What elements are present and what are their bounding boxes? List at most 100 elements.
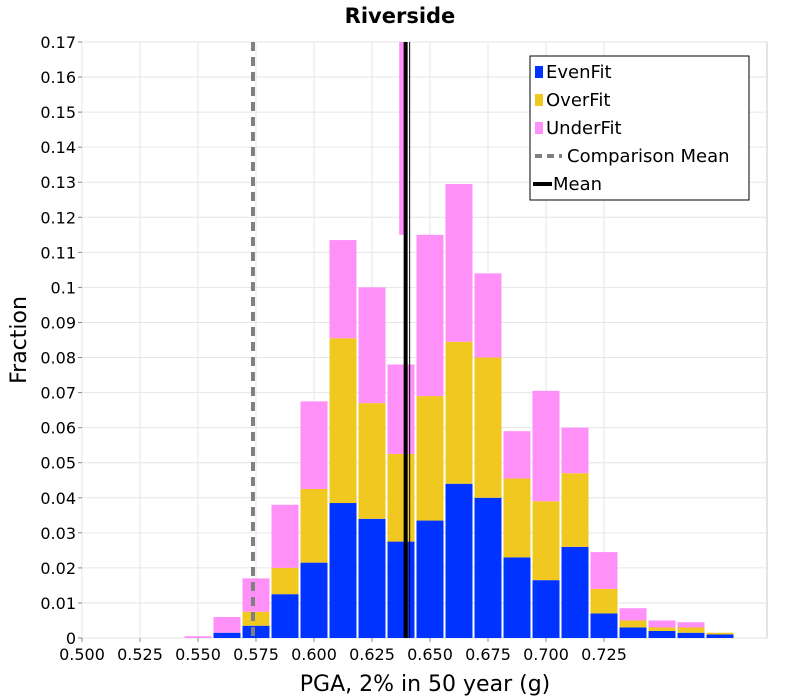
x-tick-label: 0.725: [581, 645, 627, 664]
bar-evenfit: [242, 625, 270, 638]
bar-underfit: [358, 287, 386, 404]
bar-evenfit: [300, 562, 328, 638]
legend-label: UnderFit: [546, 118, 622, 139]
bar-overfit: [590, 588, 618, 614]
y-tick-label: 0.07: [40, 384, 76, 403]
y-tick-label: 0.14: [40, 138, 76, 157]
bar-evenfit: [619, 627, 647, 638]
y-tick-label: 0.08: [40, 349, 76, 368]
legend-swatch-underfit: [535, 122, 543, 134]
y-tick-label: 0.13: [40, 173, 76, 192]
x-axis-ticks: 0.500 0.525 0.550 0.575 0.600 0.625 0.650 0.675…: [59, 638, 627, 664]
y-axis-ticks: 0 0.01 0.02 0.03 0.04 0.05 0.06 0.07 0.08 0.09 0.1…: [40, 33, 82, 648]
bar-underfit: [300, 401, 328, 489]
bar-evenfit: [706, 634, 734, 638]
y-axis-title: Fraction: [7, 296, 32, 384]
bar-overfit: [619, 620, 647, 628]
bar-underfit: [213, 616, 241, 633]
bar-overfit: [503, 478, 531, 558]
bar-underfit: [503, 431, 531, 479]
legend-label: Comparison Mean: [567, 146, 730, 167]
x-tick-label: 0.550: [175, 645, 221, 664]
y-tick-label: 0.12: [40, 208, 76, 227]
y-tick-label: 0.09: [40, 313, 76, 332]
bar-overfit: [329, 338, 357, 504]
bar-evenfit: [503, 557, 531, 638]
y-tick-label: 0.16: [40, 68, 76, 87]
legend-label: OverFit: [546, 90, 610, 111]
y-tick-label: 0.11: [40, 243, 76, 262]
y-tick-label: 0: [66, 629, 76, 648]
x-tick-label: 0.500: [59, 645, 105, 664]
bar-evenfit: [387, 541, 415, 638]
x-axis-title: PGA, 2% in 50 year (g): [300, 672, 551, 697]
bar-underfit: [474, 273, 502, 358]
x-tick-label: 0.600: [291, 645, 337, 664]
bar-evenfit: [677, 632, 705, 638]
y-tick-label: 0.02: [40, 559, 76, 578]
bar-underfit: [590, 552, 618, 589]
bar-underfit: [387, 364, 415, 454]
legend-swatch-evenfit: [535, 66, 543, 78]
bar-evenfit: [561, 546, 589, 638]
bar-underfit: [242, 578, 270, 612]
x-tick-label: 0.625: [349, 645, 395, 664]
bar-underfit: [561, 427, 589, 474]
legend-label: EvenFit: [546, 62, 612, 83]
bar-evenfit: [358, 518, 386, 638]
x-tick-label: 0.700: [523, 645, 569, 664]
bar-underfit: [184, 636, 212, 638]
bar-underfit: [648, 620, 676, 628]
bar-underfit: [532, 390, 560, 502]
y-tick-label: 0.01: [40, 594, 76, 613]
bar-evenfit: [445, 483, 473, 638]
bar-overfit: [387, 453, 415, 542]
bar-underfit: [329, 240, 357, 339]
bar-spike-underfit: [399, 42, 405, 235]
bar-underfit: [271, 504, 299, 568]
legend-label: Mean: [553, 174, 602, 195]
bar-evenfit: [648, 630, 676, 638]
bar-evenfit: [532, 580, 560, 638]
bar-overfit: [561, 473, 589, 547]
legend-swatch-overfit: [535, 94, 543, 106]
bar-evenfit: [213, 632, 241, 638]
bar-overfit: [242, 611, 270, 626]
bar-overfit: [271, 567, 299, 595]
bar-overfit: [677, 627, 705, 633]
y-tick-label: 0.15: [40, 103, 76, 122]
y-tick-label: 0.05: [40, 454, 76, 473]
bar-evenfit: [329, 503, 357, 638]
y-tick-label: 0.06: [40, 419, 76, 438]
x-tick-label: 0.525: [117, 645, 163, 664]
bar-overfit: [474, 357, 502, 498]
legend-box: [529, 55, 750, 201]
bar-overfit: [358, 403, 386, 519]
bar-underfit: [619, 608, 647, 621]
y-tick-label: 0.04: [40, 489, 76, 508]
y-tick-label: 0.03: [40, 524, 76, 543]
bar-overfit: [300, 489, 328, 563]
bar-evenfit: [271, 594, 299, 638]
bar-overfit: [648, 627, 676, 631]
x-tick-label: 0.675: [465, 645, 511, 664]
bar-overfit: [416, 396, 444, 521]
chart-title: Riverside: [345, 4, 456, 28]
bar-overfit: [445, 341, 473, 484]
bar-evenfit: [416, 520, 444, 638]
bar-overfit: [706, 632, 734, 635]
bar-underfit: [416, 234, 444, 397]
bar-underfit: [677, 622, 705, 628]
y-tick-label: 0.1: [51, 278, 76, 297]
x-tick-label: 0.575: [233, 645, 279, 664]
legend: EvenFit OverFit UnderFit Comparison Mean Mea…: [529, 55, 750, 201]
bar-evenfit: [474, 497, 502, 638]
bar-evenfit: [590, 613, 618, 638]
bar-underfit: [445, 183, 473, 342]
mean-lines-group: [250, 42, 411, 638]
x-tick-label: 0.650: [407, 645, 453, 664]
y-tick-label: 0.17: [40, 33, 76, 52]
bars-group: [184, 42, 734, 638]
bar-overfit: [532, 501, 560, 581]
